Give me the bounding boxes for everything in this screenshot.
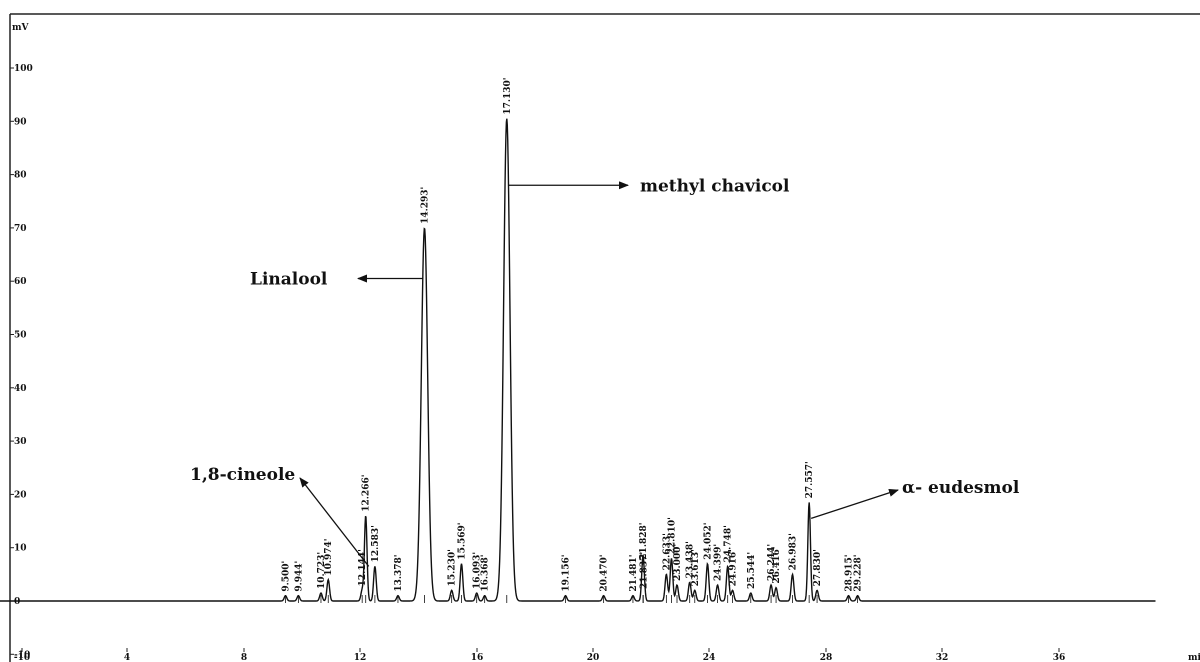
x-tick-label: 16	[471, 653, 484, 662]
y-tick-label: 100	[14, 64, 33, 74]
peak-label: 27.557'	[805, 461, 815, 498]
peak-label: 10.723'	[317, 552, 327, 589]
x-tick-label: -10	[14, 653, 30, 662]
y-tick-label: 10	[14, 544, 27, 554]
y-tick-label: 50	[14, 331, 27, 341]
peak-label: 9.944'	[294, 561, 304, 592]
plot-frame	[9, 13, 1200, 662]
annotations: 1,8-cineole Linalool methyl chavicol α- eud…	[190, 176, 1020, 567]
annotation: Linalool	[250, 270, 423, 290]
y-tick-label: -10	[14, 650, 30, 660]
chromatogram-trace	[0, 118, 1156, 602]
peak-label: 24.748'	[724, 525, 734, 562]
x-tick-label: 4	[124, 653, 130, 662]
x-tick-label: 28	[820, 653, 833, 662]
peak-label: 23.438'	[686, 541, 696, 578]
peak-labels: 9.500' 9.944' 10.723'10.974' 12.144' 12.266'…	[282, 77, 864, 603]
peak-label: 25.544'	[747, 552, 757, 589]
peak-label: 24.052'	[704, 522, 714, 559]
peak-label: 19.156'	[562, 554, 572, 591]
annotation-label: 1,8-cineole	[190, 465, 295, 485]
peak-label: 12.583'	[371, 525, 381, 562]
annotation-arrow	[810, 488, 899, 520]
peak-label: 10.974'	[324, 538, 334, 575]
x-tick-label: 20	[587, 653, 600, 662]
annotation-label: α- eudesmol	[902, 478, 1020, 498]
y-tick-label: 20	[14, 490, 27, 500]
peak-label: 21.837'	[639, 552, 649, 589]
y-tick-label: 80	[14, 171, 27, 181]
peak-label: 26.416'	[772, 546, 782, 583]
peak-label: 23.000'	[673, 544, 683, 581]
x-tick-label: 12	[354, 653, 367, 662]
y-tick-label: 40	[14, 384, 27, 394]
peak-label: 12.266'	[362, 475, 372, 512]
peak-label: 15.230'	[448, 549, 458, 586]
x-tick-label: 32	[936, 653, 949, 662]
x-axis: -10 4 8 12 16 20 24 28 32 36	[14, 648, 1065, 662]
y-tick-label: 90	[14, 117, 27, 127]
x-tick-label: 8	[241, 653, 247, 662]
peak-label: 14.293'	[420, 187, 430, 224]
trace-line	[0, 118, 1156, 602]
x-unit-label: mi	[1188, 653, 1200, 662]
peak-label: 15.569'	[458, 522, 468, 559]
y-tick-label: 30	[14, 437, 27, 447]
peak-label: 12.144'	[358, 549, 368, 586]
peak-label: 24.399'	[714, 544, 724, 581]
annotation: α- eudesmol	[810, 478, 1020, 520]
peak-label: 22.810'	[667, 517, 677, 554]
x-tick-label: 24	[703, 653, 716, 662]
peak-label: 29.228'	[854, 554, 864, 591]
peak-label: 17.130'	[503, 77, 513, 114]
peak-label: 20.470'	[600, 554, 610, 591]
y-tick-label: 0	[14, 597, 20, 607]
peak-label: 9.500'	[282, 561, 292, 592]
peak-label: 13.378'	[394, 554, 404, 591]
peak-label: 27.830'	[813, 549, 823, 586]
peak-label: 24.916'	[729, 549, 739, 586]
annotation: 1,8-cineole	[190, 465, 370, 567]
y-unit-label: mV	[12, 23, 30, 33]
peak-label: 26.244'	[767, 544, 777, 581]
y-tick-label: 60	[14, 277, 27, 287]
y-axis: -10 0 10 20 30 40 50 60 70 80 90 100	[10, 64, 33, 660]
y-tick-label: 70	[14, 224, 27, 234]
peak-label: 26.983'	[789, 533, 799, 570]
peak-label: 23.613'	[691, 549, 701, 586]
annotation-label: methyl chavicol	[640, 176, 790, 196]
peak-label: 16.093'	[473, 552, 483, 589]
peak-label: 28.915'	[845, 554, 855, 591]
x-tick-label: 36	[1053, 653, 1066, 662]
peak-label: 16.368'	[481, 554, 491, 591]
peak-label: 21.828'	[639, 522, 649, 559]
annotation-label: Linalool	[250, 270, 328, 290]
annotation: methyl chavicol	[508, 176, 790, 196]
annotation-arrow	[299, 477, 370, 567]
peak-label: 21.481'	[629, 554, 639, 591]
peak-label: 22.633'	[662, 533, 672, 570]
